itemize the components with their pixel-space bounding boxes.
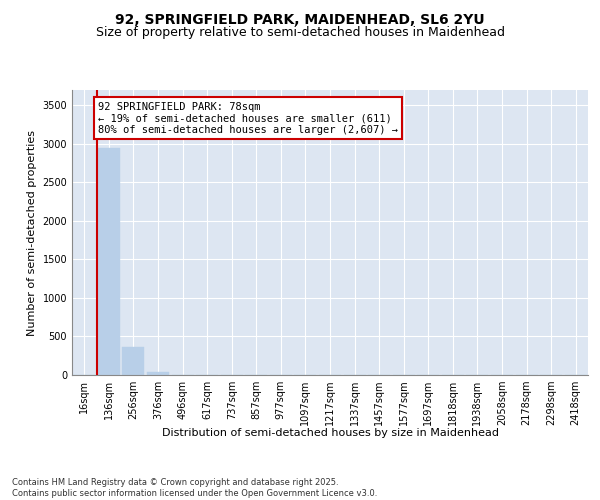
X-axis label: Distribution of semi-detached houses by size in Maidenhead: Distribution of semi-detached houses by … bbox=[161, 428, 499, 438]
Bar bbox=[122, 348, 145, 375]
Text: 92, SPRINGFIELD PARK, MAIDENHEAD, SL6 2YU: 92, SPRINGFIELD PARK, MAIDENHEAD, SL6 2Y… bbox=[115, 12, 485, 26]
Text: 92 SPRINGFIELD PARK: 78sqm
← 19% of semi-detached houses are smaller (611)
80% o: 92 SPRINGFIELD PARK: 78sqm ← 19% of semi… bbox=[98, 102, 398, 135]
Bar bbox=[98, 148, 120, 375]
Text: Contains HM Land Registry data © Crown copyright and database right 2025.
Contai: Contains HM Land Registry data © Crown c… bbox=[12, 478, 377, 498]
Y-axis label: Number of semi-detached properties: Number of semi-detached properties bbox=[27, 130, 37, 336]
Text: Size of property relative to semi-detached houses in Maidenhead: Size of property relative to semi-detach… bbox=[95, 26, 505, 39]
Bar bbox=[147, 372, 169, 375]
